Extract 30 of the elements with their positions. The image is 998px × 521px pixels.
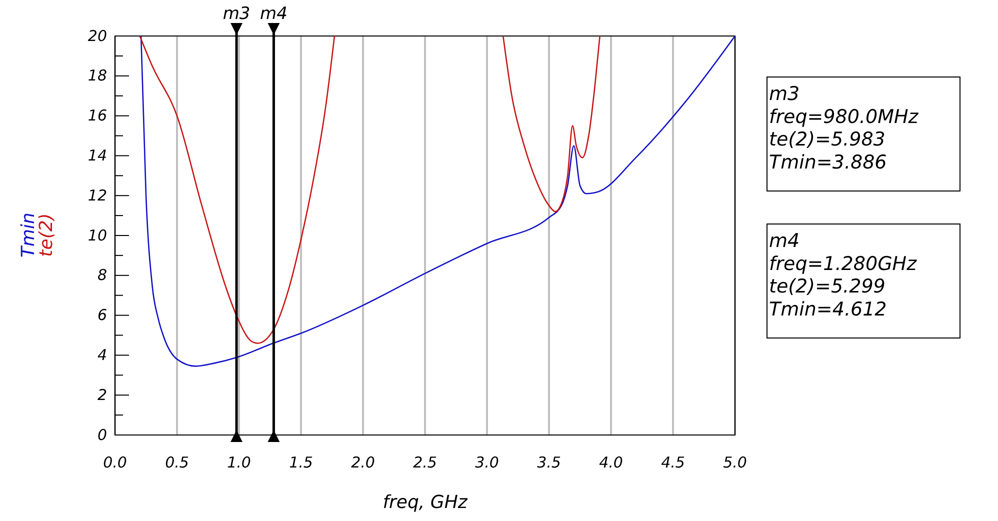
x-axis-title: freq, GHz: [382, 492, 468, 513]
line-series: [140, 36, 735, 367]
y-tick-label: 8: [97, 266, 107, 284]
x-tick-label: 3.5: [537, 454, 561, 472]
x-tick-label: 4.0: [599, 454, 623, 472]
y-tick-label: 6: [97, 306, 107, 324]
y-tick-label: 20: [88, 26, 107, 45]
x-tick-label: 0.0: [103, 454, 127, 472]
text: m4 freq=1.280GHz te(2)=5.299 Tmin=4.612: [769, 230, 918, 320]
x-tick-label: 1.5: [289, 454, 313, 472]
x-tick-label: 4.5: [661, 454, 685, 472]
x-tick-label: 2.5: [413, 454, 437, 472]
x-tick-label: 1.0: [227, 454, 251, 472]
y-tick-label: 2: [97, 386, 107, 404]
text: te(2): [36, 213, 57, 257]
y-tick-label: 18: [88, 66, 107, 85]
x-tick-label: 0.5: [165, 454, 189, 472]
text: Tmin: [18, 212, 39, 258]
y-tick-label: 10: [88, 226, 107, 244]
y-tick-label: 14: [88, 146, 107, 164]
ref-line-label: m3: [222, 4, 250, 24]
y-tick-label: 0: [97, 426, 107, 444]
y-tick-label: 16: [88, 106, 107, 125]
text: m3 freq=980.0MHz te(2)=5.983 Tmin=3.886: [769, 83, 920, 174]
x-tick-label: 5.0: [723, 454, 747, 472]
x-tick-label: 2.0: [351, 454, 375, 472]
y-tick-label: 12: [88, 186, 107, 204]
y-tick-label: 4: [97, 346, 107, 364]
ref-line-label: m4: [260, 4, 288, 24]
x-tick-label: 3.0: [475, 454, 499, 472]
